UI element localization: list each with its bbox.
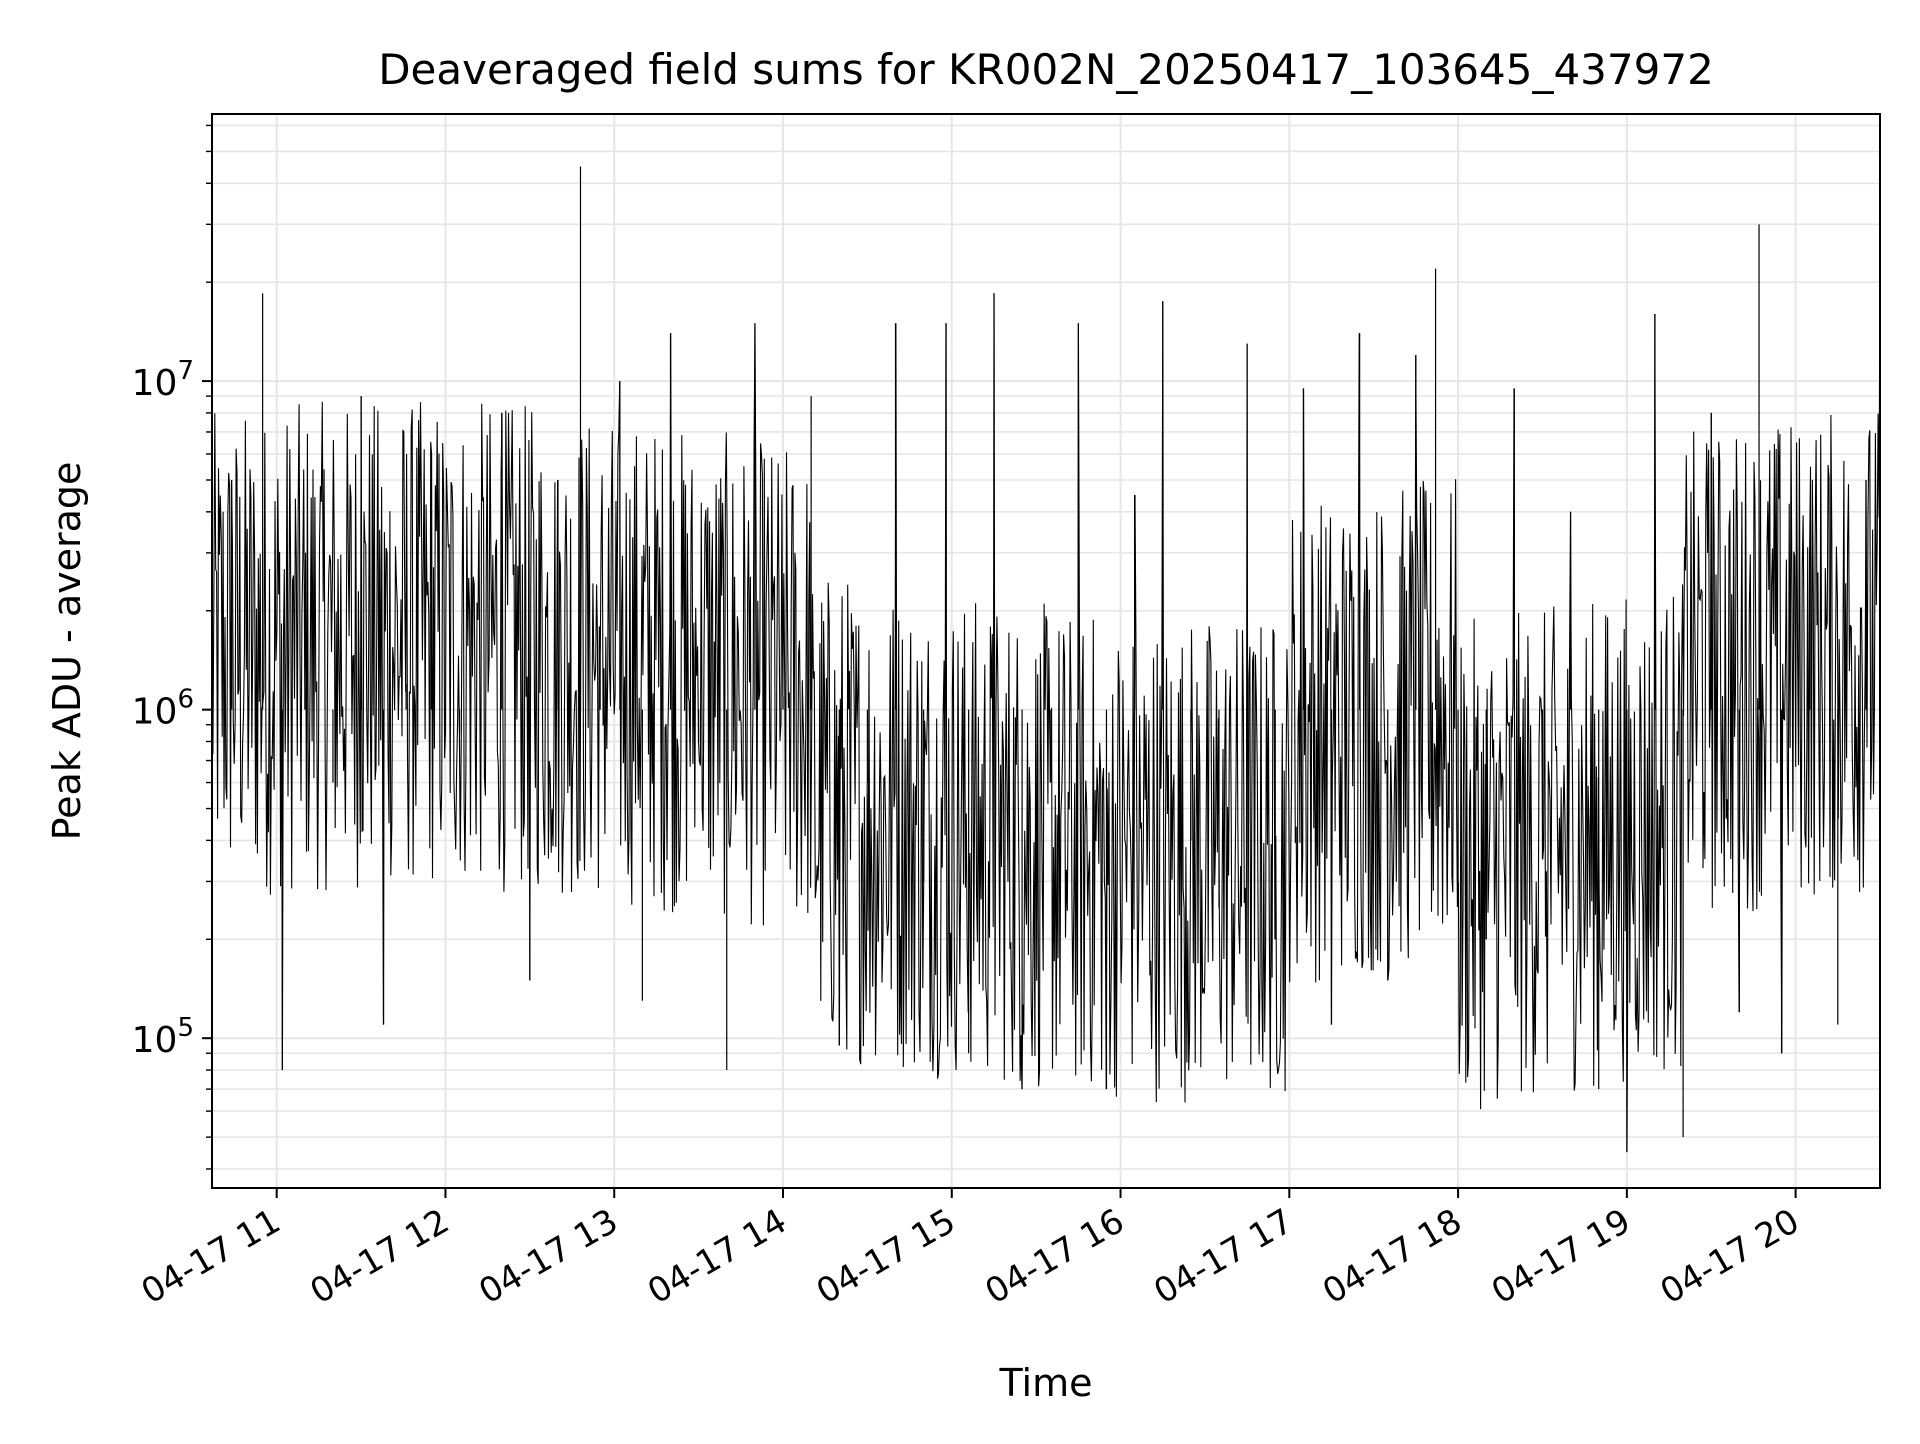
x-axis-label: Time <box>999 1361 1093 1405</box>
y-axis-label: Peak ADU - average <box>45 462 89 841</box>
y-tick-label: 105 <box>132 1013 194 1061</box>
plot-area <box>211 166 1881 1153</box>
axes-frame <box>211 113 1881 1189</box>
series-line <box>211 210 1881 1153</box>
y-tick-label: 107 <box>132 356 194 404</box>
chart-title: Deaveraged field sums for KR002N_2025041… <box>378 45 1714 94</box>
y-tick-label: 106 <box>132 685 194 733</box>
